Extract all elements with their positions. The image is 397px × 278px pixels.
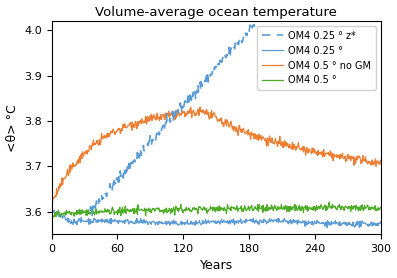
OM4 0.5 ° no GM [245,130,249,133]
OM4 0.25 ° z* [198,88,203,91]
OM4 0.5 ° no GM [50,201,54,204]
OM4 0.25 ° [52,209,57,212]
OM4 0.5 ° [108,212,113,215]
OM4 0.25 ° [379,220,384,223]
OM4 0.25 ° [298,220,303,223]
OM4 0.25 ° [108,217,113,220]
OM4 0.5 ° [270,207,274,210]
OM4 0.25 ° z* [108,182,112,185]
Title: Volume-average ocean temperature: Volume-average ocean temperature [95,6,337,19]
OM4 0.5 ° no GM [199,109,204,112]
OM4 0.5 ° no GM [298,148,303,152]
OM4 0.25 ° [270,218,274,222]
Line: OM4 0.5 °: OM4 0.5 ° [52,202,381,217]
OM4 0.5 ° no GM [135,127,139,130]
OM4 0.5 ° no GM [49,200,54,204]
X-axis label: Years: Years [200,259,233,272]
OM4 0.5 ° no GM [108,132,113,136]
OM4 0.5 ° no GM [270,141,275,145]
OM4 0.25 ° [49,209,54,212]
OM4 0.25 ° z* [134,156,139,160]
OM4 0.5 ° [49,209,54,212]
OM4 0.25 ° [199,223,204,227]
OM4 0.5 ° [298,209,303,212]
OM4 0.25 ° [135,217,139,220]
OM4 0.25 ° [357,226,362,229]
OM4 0.25 ° z* [269,8,274,11]
OM4 0.5 ° [58,215,63,219]
OM4 0.5 ° [199,207,204,211]
OM4 0.5 ° [135,206,139,210]
OM4 0.5 ° no GM [198,105,202,109]
Legend: OM4 0.25 ° z*, OM4 0.25 °, OM4 0.5 ° no GM, OM4 0.5 °: OM4 0.25 ° z*, OM4 0.25 °, OM4 0.5 ° no … [257,26,376,90]
OM4 0.5 ° [244,209,249,212]
Line: OM4 0.25 °: OM4 0.25 ° [52,210,381,228]
OM4 0.25 ° z* [243,33,248,36]
OM4 0.25 ° [244,220,249,223]
Line: OM4 0.25 ° z*: OM4 0.25 ° z* [90,0,381,216]
OM4 0.5 ° [327,200,331,204]
OM4 0.5 ° [379,206,384,209]
Line: OM4 0.5 ° no GM: OM4 0.5 ° no GM [52,107,381,202]
Y-axis label: <θ> °C: <θ> °C [6,104,19,152]
OM4 0.5 ° no GM [379,161,384,164]
